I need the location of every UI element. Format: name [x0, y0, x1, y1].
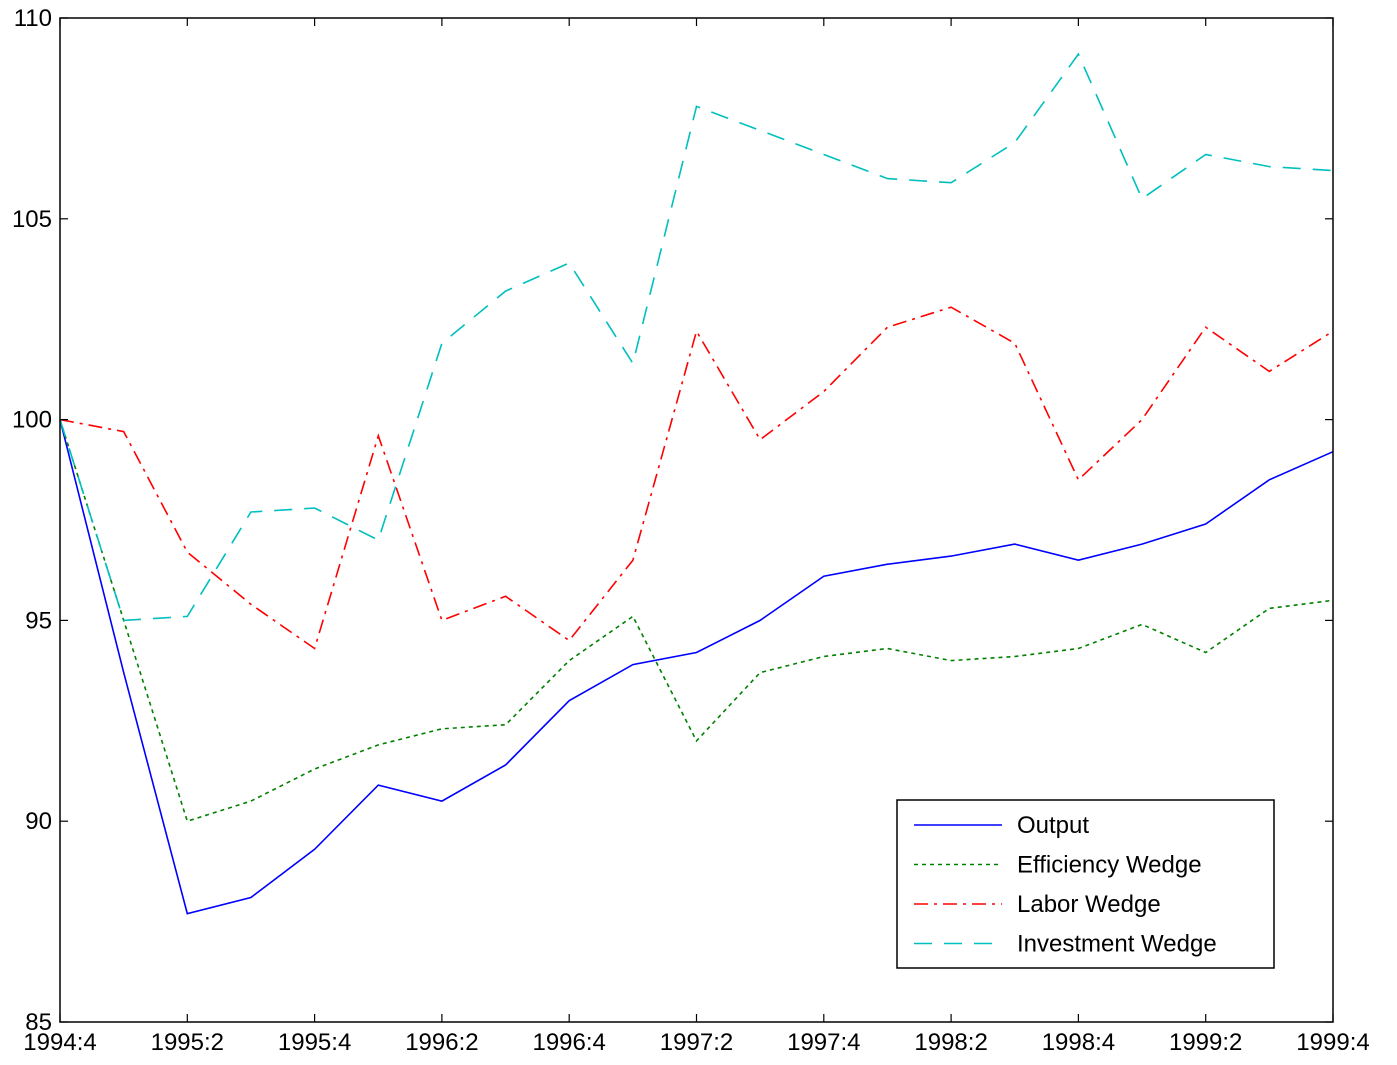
legend-box — [896, 799, 1275, 969]
legend-label: Output — [1017, 812, 1089, 839]
legend-label: Efficiency Wedge — [1017, 852, 1202, 879]
x-tick-label: 1996:2 — [405, 1029, 478, 1056]
x-tick-label: 1998:4 — [1042, 1029, 1115, 1056]
y-tick-label: 90 — [25, 808, 52, 835]
x-tick-label: 1997:4 — [787, 1029, 860, 1056]
y-tick-label: 100 — [12, 407, 52, 434]
x-tick-label: 1995:2 — [151, 1029, 224, 1056]
x-tick-label: 1999:4 — [1296, 1029, 1369, 1056]
series-line-investment-wedge — [59, 52, 1334, 622]
x-tick-label: 1996:4 — [532, 1029, 605, 1056]
series-layer — [59, 52, 1334, 915]
x-tick-label: 1995:4 — [278, 1029, 351, 1056]
series-line-labor-wedge — [59, 306, 1334, 650]
x-tick-label: 1994:4 — [23, 1029, 96, 1056]
y-tick-label: 110 — [14, 5, 52, 32]
legend-label: Investment Wedge — [1017, 931, 1217, 958]
series-line-output — [59, 419, 1334, 915]
series-line-efficiency-wedge — [59, 419, 1334, 823]
y-tick-label: 105 — [12, 206, 52, 233]
y-tick-label: 85 — [25, 1009, 52, 1036]
y-tick-label: 95 — [25, 607, 52, 634]
legend: Output Efficiency Wedge Labor Wedge Investm… — [896, 799, 1275, 969]
axis-ticks: 1994:4 1995:2 1995:4 1996:2 1996:4 1997:2 1997… — [12, 5, 1370, 1056]
x-tick-label: 1997:2 — [660, 1029, 733, 1056]
x-tick-label: 1998:2 — [914, 1029, 987, 1056]
legend-label: Labor Wedge — [1017, 891, 1161, 918]
x-tick-label: 1999:2 — [1169, 1029, 1242, 1056]
